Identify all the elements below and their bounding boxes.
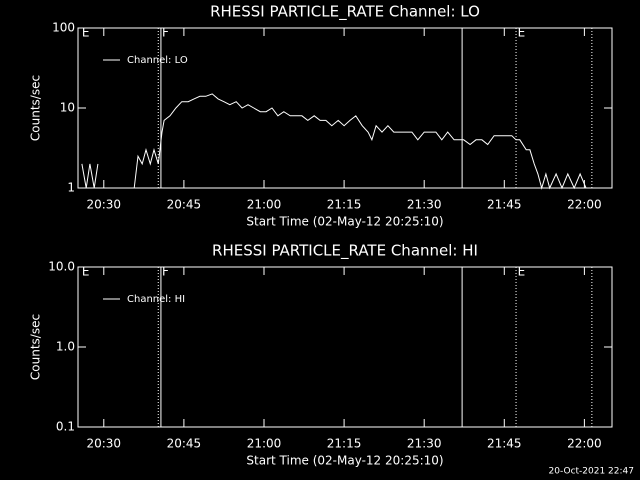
x-tick-label: 22:00 — [567, 198, 602, 212]
x-tick-label: 21:00 — [247, 437, 282, 451]
x-tick-label: 21:15 — [327, 437, 362, 451]
x-tick-label: 21:45 — [487, 198, 522, 212]
x-tick-label: 20:30 — [86, 198, 121, 212]
x-tick-label: 21:30 — [407, 437, 442, 451]
y-axis-label: Counts/sec — [29, 75, 43, 141]
legend-label: Channel: HI — [127, 294, 185, 305]
x-tick-label: 20:45 — [167, 437, 202, 451]
y-tick-label: 100 — [52, 21, 75, 35]
legend-label: Channel: LO — [127, 55, 188, 66]
chart-title: RHESSI PARTICLE_RATE Channel: HI — [212, 242, 478, 261]
event-label: F — [162, 26, 169, 40]
chart-title: RHESSI PARTICLE_RATE Channel: LO — [210, 3, 480, 22]
event-label: E — [82, 265, 90, 279]
y-tick-label: 10 — [60, 101, 75, 115]
y-tick-label: 1.0 — [56, 340, 75, 354]
x-axis-label: Start Time (02-May-12 20:25:10) — [246, 454, 443, 468]
x-tick-label: 22:00 — [567, 437, 602, 451]
y-tick-label: 0.1 — [56, 420, 75, 434]
footer-date: 20-Oct-2021 22:47 — [549, 467, 634, 477]
data-line — [81, 93, 587, 190]
event-label: E — [518, 26, 526, 40]
x-tick-label: 21:45 — [487, 437, 522, 451]
x-tick-label: 20:30 — [86, 437, 121, 451]
x-tick-label: 21:00 — [247, 198, 282, 212]
x-tick-label: 20:45 — [167, 198, 202, 212]
event-label: E — [518, 265, 526, 279]
y-tick-label: 10.0 — [48, 260, 75, 274]
event-label: F — [162, 265, 169, 279]
x-tick-label: 21:15 — [327, 198, 362, 212]
x-axis-label: Start Time (02-May-12 20:25:10) — [246, 215, 443, 229]
y-tick-label: 1 — [67, 181, 75, 195]
y-axis-label: Counts/sec — [29, 314, 43, 380]
event-label: E — [82, 26, 90, 40]
x-tick-label: 21:30 — [407, 198, 442, 212]
